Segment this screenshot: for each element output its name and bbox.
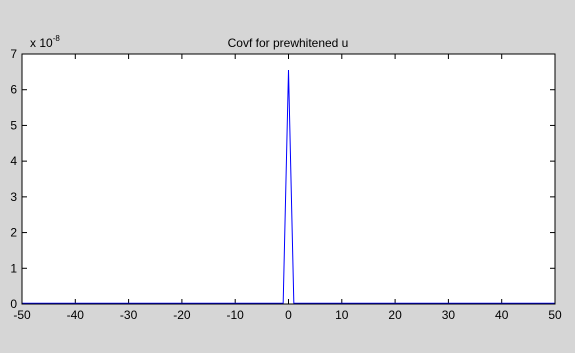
y-tick-label: 5: [10, 118, 17, 132]
x-tick-label: 20: [388, 308, 402, 322]
y-tick-label: 1: [10, 261, 17, 275]
x-tick-label: -10: [227, 308, 245, 322]
x-tick-label: -50: [13, 308, 31, 322]
x-tick-label: -30: [120, 308, 138, 322]
y-scale-base: x 10: [30, 36, 53, 50]
x-tick-label: 30: [442, 308, 456, 322]
axes-box: [21, 53, 556, 305]
y-tick-label: 4: [10, 154, 17, 168]
tick-labels: -50 -40 -30 -20 -10 0 10 20 30 40 50 0 1 2 3 4 5 6 7: [10, 47, 562, 322]
y-scale-exponent: -8: [53, 34, 61, 43]
y-tick-label: 2: [10, 226, 17, 240]
chart-title: Covf for prewhitened u: [228, 36, 349, 50]
y-tick-label: 0: [10, 297, 17, 311]
x-tick-label: 10: [335, 308, 349, 322]
y-tick-label: 7: [10, 47, 17, 61]
x-tick-label: 40: [495, 308, 509, 322]
y-scale-label: x 10-8: [30, 34, 60, 50]
x-tick-label: 50: [548, 308, 562, 322]
y-tick-label: 6: [10, 83, 17, 97]
x-tick-label: 0: [285, 308, 292, 322]
plot-area: [22, 54, 555, 304]
y-tick-label: 3: [10, 190, 17, 204]
x-tick-label: -20: [173, 308, 191, 322]
x-tick-label: -40: [67, 308, 85, 322]
